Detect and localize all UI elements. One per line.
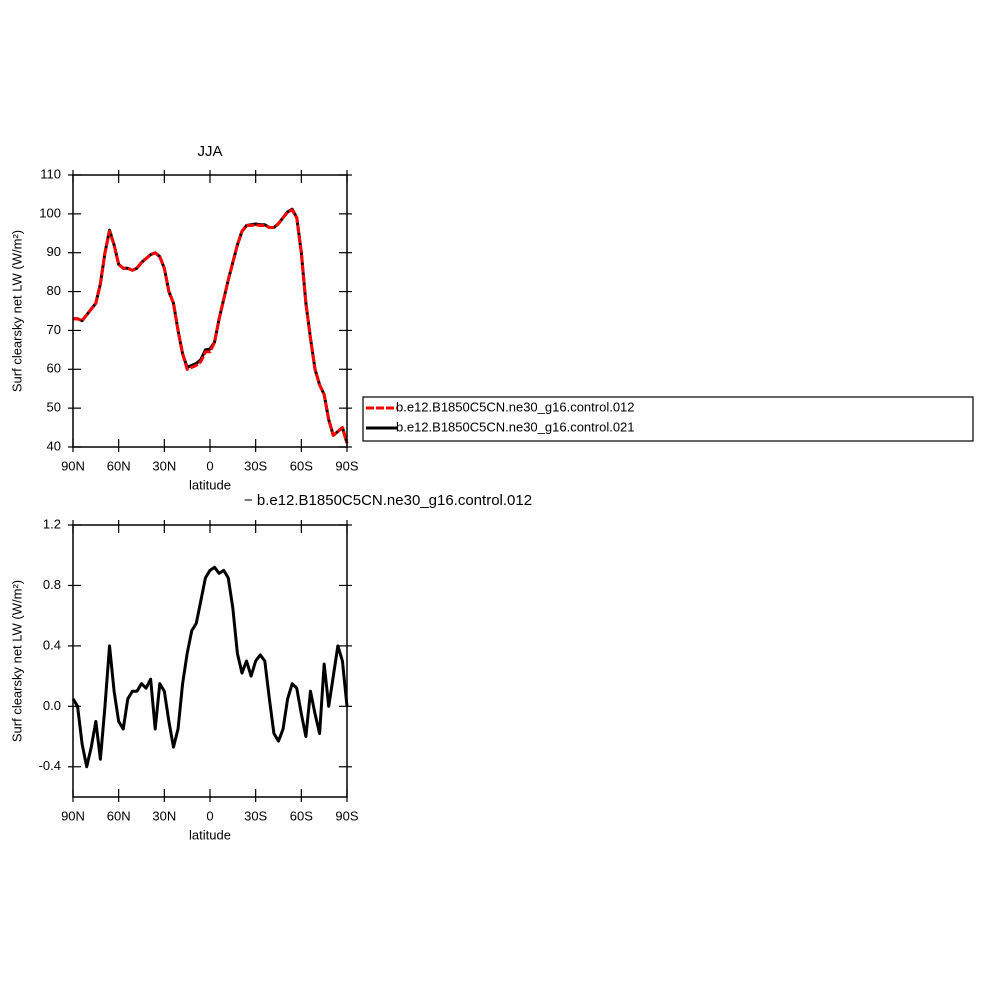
x-tick-label: 30S [244,808,267,823]
chart-title: − b.e12.B1850C5CN.ne30_g16.control.012 [244,492,532,509]
y-axis-label: Surf clearsky net LW (W/m²) [9,580,24,742]
x-tick-label: 30S [244,458,267,473]
x-tick-label: 0 [206,458,213,473]
x-axis-label: latitude [189,477,231,492]
y-tick-label: 100 [39,205,61,220]
y-tick-label: 90 [47,244,61,259]
plot-frame [72,524,348,798]
x-tick-label: 90S [335,808,358,823]
y-axis-label: Surf clearsky net LW (W/m²) [9,230,24,392]
data-line [73,208,349,444]
y-tick-label: 50 [47,400,61,415]
data-line [71,565,349,769]
y-tick-label: 0.8 [43,577,61,592]
y-tick-label: 0.0 [43,698,61,713]
y-tick-label: 110 [40,166,61,181]
x-tick-label: 90S [335,458,358,473]
y-tick-label: 0.4 [43,637,61,652]
x-tick-label: 30N [152,458,176,473]
y-tick-label: 40 [47,438,61,453]
x-axis-label: latitude [189,827,231,842]
y-tick-label: 80 [47,283,61,298]
y-tick-label: 1.2 [43,516,61,531]
y-tick-label: 60 [47,361,61,376]
x-tick-label: 60N [107,458,131,473]
x-tick-label: 30N [152,808,176,823]
x-tick-label: 90N [61,808,85,823]
x-tick-label: 60S [290,458,313,473]
x-tick-label: 90N [61,458,85,473]
legend-label: b.e12.B1850C5CN.ne30_g16.control.012 [396,399,635,414]
chart-title: JJA [197,143,222,160]
x-tick-label: 0 [206,808,213,823]
y-tick-label: -0.4 [39,758,61,773]
x-tick-label: 60S [290,808,313,823]
x-tick-label: 60N [107,808,131,823]
y-tick-label: 70 [47,322,61,337]
legend-box [362,396,974,442]
legend-label: b.e12.B1850C5CN.ne30_g16.control.021 [396,419,635,434]
plot-frame [72,174,348,448]
data-line [73,207,349,444]
